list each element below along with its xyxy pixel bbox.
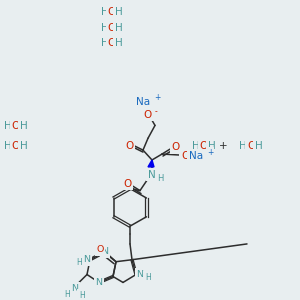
Text: H: H [76,258,82,267]
Text: +: + [207,148,213,157]
Text: -: - [154,107,158,116]
Text: N: N [95,278,103,287]
Text: H: H [64,290,70,299]
Text: O: O [108,23,116,33]
Text: H: H [157,174,163,183]
Text: H: H [255,141,263,151]
Text: H: H [239,141,247,151]
Text: H: H [145,273,151,282]
Polygon shape [148,160,154,167]
Text: N: N [71,284,79,293]
Text: H: H [20,141,28,151]
Text: H: H [208,141,216,151]
Text: O: O [123,179,131,189]
Text: H: H [101,38,109,49]
Text: O: O [144,110,152,120]
Text: H: H [20,122,28,131]
Text: O: O [200,141,208,151]
Text: H: H [192,141,200,151]
Text: Na: Na [189,151,203,161]
Text: N: N [101,247,109,256]
Text: O: O [96,245,104,254]
Text: O: O [181,151,189,161]
Text: H: H [79,291,85,300]
Text: Na: Na [136,97,150,107]
Text: H: H [115,7,123,17]
Text: O: O [12,141,20,151]
Text: N: N [148,170,156,180]
Text: H: H [115,23,123,33]
Text: +: + [154,93,160,102]
Text: H: H [4,141,12,151]
Text: O: O [108,38,116,49]
Text: O: O [247,141,255,151]
Text: H: H [101,23,109,33]
Text: O: O [125,141,133,151]
Text: H: H [115,38,123,49]
Text: N: N [136,270,143,279]
Text: +: + [219,141,227,151]
Text: O: O [108,7,116,17]
Text: H: H [101,7,109,17]
Text: H: H [4,122,12,131]
Text: N: N [83,255,91,264]
Text: O: O [172,142,180,152]
Text: O: O [12,122,20,131]
